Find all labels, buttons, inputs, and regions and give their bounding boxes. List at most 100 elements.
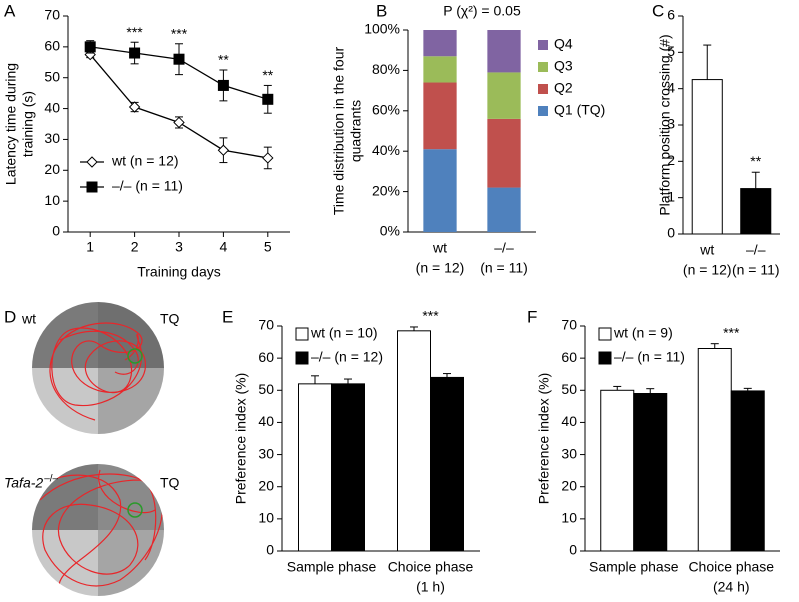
- x-tick-label: 2: [131, 239, 139, 255]
- legend-label: Q4: [554, 36, 573, 52]
- quadrant-label: TQ: [160, 475, 180, 491]
- y-tick-label: 60: [561, 349, 577, 365]
- chart-title: P (χ²) = 0.05: [443, 3, 521, 19]
- x-tick-label: wt: [699, 242, 714, 258]
- bar: [633, 393, 668, 552]
- panel-letter: B: [376, 1, 387, 20]
- legend-swatch: [295, 351, 309, 365]
- bar-segment: [487, 30, 521, 73]
- y-tick-label: 10: [258, 510, 274, 526]
- x-tick-label: 1: [86, 239, 94, 255]
- bar-segment: [423, 82, 457, 150]
- y-axis-label: Latency time during: [3, 63, 19, 185]
- panel-letter: E: [222, 307, 233, 326]
- y-tick-label: 70: [258, 317, 274, 333]
- y-tick-label: 20: [44, 161, 60, 177]
- x-tick-sublabel: (n = 11): [480, 260, 528, 276]
- y-tick-label: 60: [258, 349, 274, 365]
- bar: [331, 383, 365, 552]
- maze-top: [32, 302, 164, 434]
- legend-swatch: [538, 106, 548, 116]
- bar-segment: [423, 56, 457, 83]
- legend-swatch: [598, 351, 612, 365]
- marker: [173, 116, 185, 129]
- marker: [128, 101, 141, 113]
- genotype-superscript: –/–: [44, 474, 58, 485]
- x-tick-label: –/–: [494, 240, 514, 256]
- bar: [430, 376, 464, 552]
- genotype-label: Tafa-2: [4, 475, 43, 491]
- legend-marker: [86, 156, 98, 168]
- x-tick-label: Choice phase: [688, 559, 774, 575]
- legend-label: Q2: [554, 80, 573, 96]
- x-tick-label: 4: [220, 239, 228, 255]
- legend-label: wt (n = 10): [310, 325, 378, 341]
- y-tick-label: 5: [667, 43, 675, 59]
- legend-swatch: [538, 84, 548, 94]
- y-tick-label: 40: [44, 99, 60, 115]
- genotype-label: wt: [21, 311, 36, 327]
- y-axis-label: quadrants: [348, 100, 364, 162]
- y-tick-label: 20: [258, 477, 274, 493]
- y-tick-label: 30: [44, 130, 60, 146]
- y-tick-label: 3: [667, 116, 675, 132]
- y-tick-label: 0: [569, 542, 577, 558]
- legend-label: –/– (n = 11): [614, 349, 685, 365]
- y-tick-label: 70: [561, 317, 577, 333]
- bar: [298, 383, 332, 552]
- significance: ***: [126, 24, 143, 40]
- significance: ***: [723, 324, 740, 340]
- marker: [217, 144, 230, 156]
- x-tick-label: Sample phase: [589, 559, 679, 575]
- significance: ***: [171, 25, 188, 41]
- y-tick-label: 30: [258, 445, 274, 461]
- y-axis-label: training (s): [20, 91, 36, 157]
- marker: [217, 79, 229, 91]
- marker: [84, 41, 96, 53]
- y-tick-label: 40: [258, 413, 274, 429]
- bar: [600, 389, 635, 552]
- y-axis-label: Time distribution in the four: [331, 46, 347, 215]
- x-axis-label: Training days: [137, 264, 221, 280]
- y-tick-label: 20%: [372, 182, 400, 198]
- y-tick-label: 2: [667, 152, 675, 168]
- y-tick-label: 50: [561, 381, 577, 397]
- legend-swatch: [538, 62, 548, 72]
- significance: **: [262, 67, 273, 83]
- panel-letter: F: [527, 307, 537, 326]
- y-tick-label: 0%: [380, 223, 400, 239]
- x-tick-sublabel: (24 h): [713, 579, 750, 595]
- marker: [262, 93, 274, 105]
- y-tick-label: 10: [44, 192, 60, 208]
- x-tick-label: Sample phase: [287, 559, 377, 575]
- legend-label: wt (n = 9): [613, 325, 673, 341]
- panel-letter: A: [4, 1, 16, 20]
- y-tick-label: 0: [667, 225, 675, 241]
- y-tick-label: 50: [44, 68, 60, 84]
- legend-marker: [86, 181, 98, 193]
- bar-segment: [487, 72, 521, 119]
- bar-segment: [487, 118, 521, 188]
- y-tick-label: 10: [561, 510, 577, 526]
- y-tick-label: 6: [667, 7, 675, 23]
- y-tick-label: 70: [44, 7, 60, 23]
- bar-segment: [423, 30, 457, 57]
- marker: [173, 53, 185, 65]
- y-tick-label: 40%: [372, 142, 400, 158]
- x-tick-label: –/–: [746, 242, 766, 258]
- legend-label: Q3: [554, 58, 573, 74]
- x-tick-sublabel: (n = 12): [683, 262, 732, 278]
- panel-letter: C: [652, 1, 664, 20]
- marker: [262, 152, 274, 164]
- y-tick-label: 100%: [364, 21, 400, 37]
- y-tick-label: 60: [44, 38, 60, 54]
- x-tick-sublabel: (n = 11): [732, 262, 780, 278]
- y-tick-label: 0: [52, 223, 60, 239]
- significance: **: [218, 52, 229, 68]
- x-tick-label: 5: [264, 239, 272, 255]
- x-tick-sublabel: (1 h): [416, 579, 445, 595]
- y-tick-label: 60%: [372, 102, 400, 118]
- bar: [691, 79, 723, 235]
